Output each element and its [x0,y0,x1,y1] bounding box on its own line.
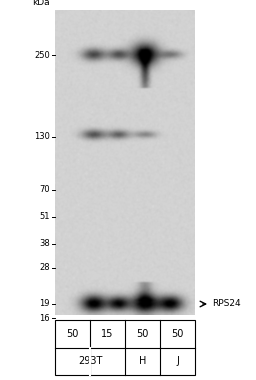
Text: 293T: 293T [78,356,102,366]
Text: 28: 28 [39,263,50,272]
Text: 16: 16 [39,314,50,323]
Bar [55,320,195,375]
Text: 15: 15 [101,329,114,339]
Text: 51: 51 [39,212,50,221]
Text: 50: 50 [66,329,79,339]
Text: 50: 50 [171,329,184,339]
Text: 19: 19 [39,299,50,309]
Text: RPS24: RPS24 [212,299,241,309]
Text: 50: 50 [136,329,149,339]
Text: 250: 250 [34,51,50,60]
Text: J: J [176,356,179,366]
Text: kDa: kDa [32,0,50,7]
Text: 70: 70 [39,185,50,195]
Text: 130: 130 [34,132,50,141]
Text: 38: 38 [39,239,50,249]
Text: H: H [139,356,146,366]
